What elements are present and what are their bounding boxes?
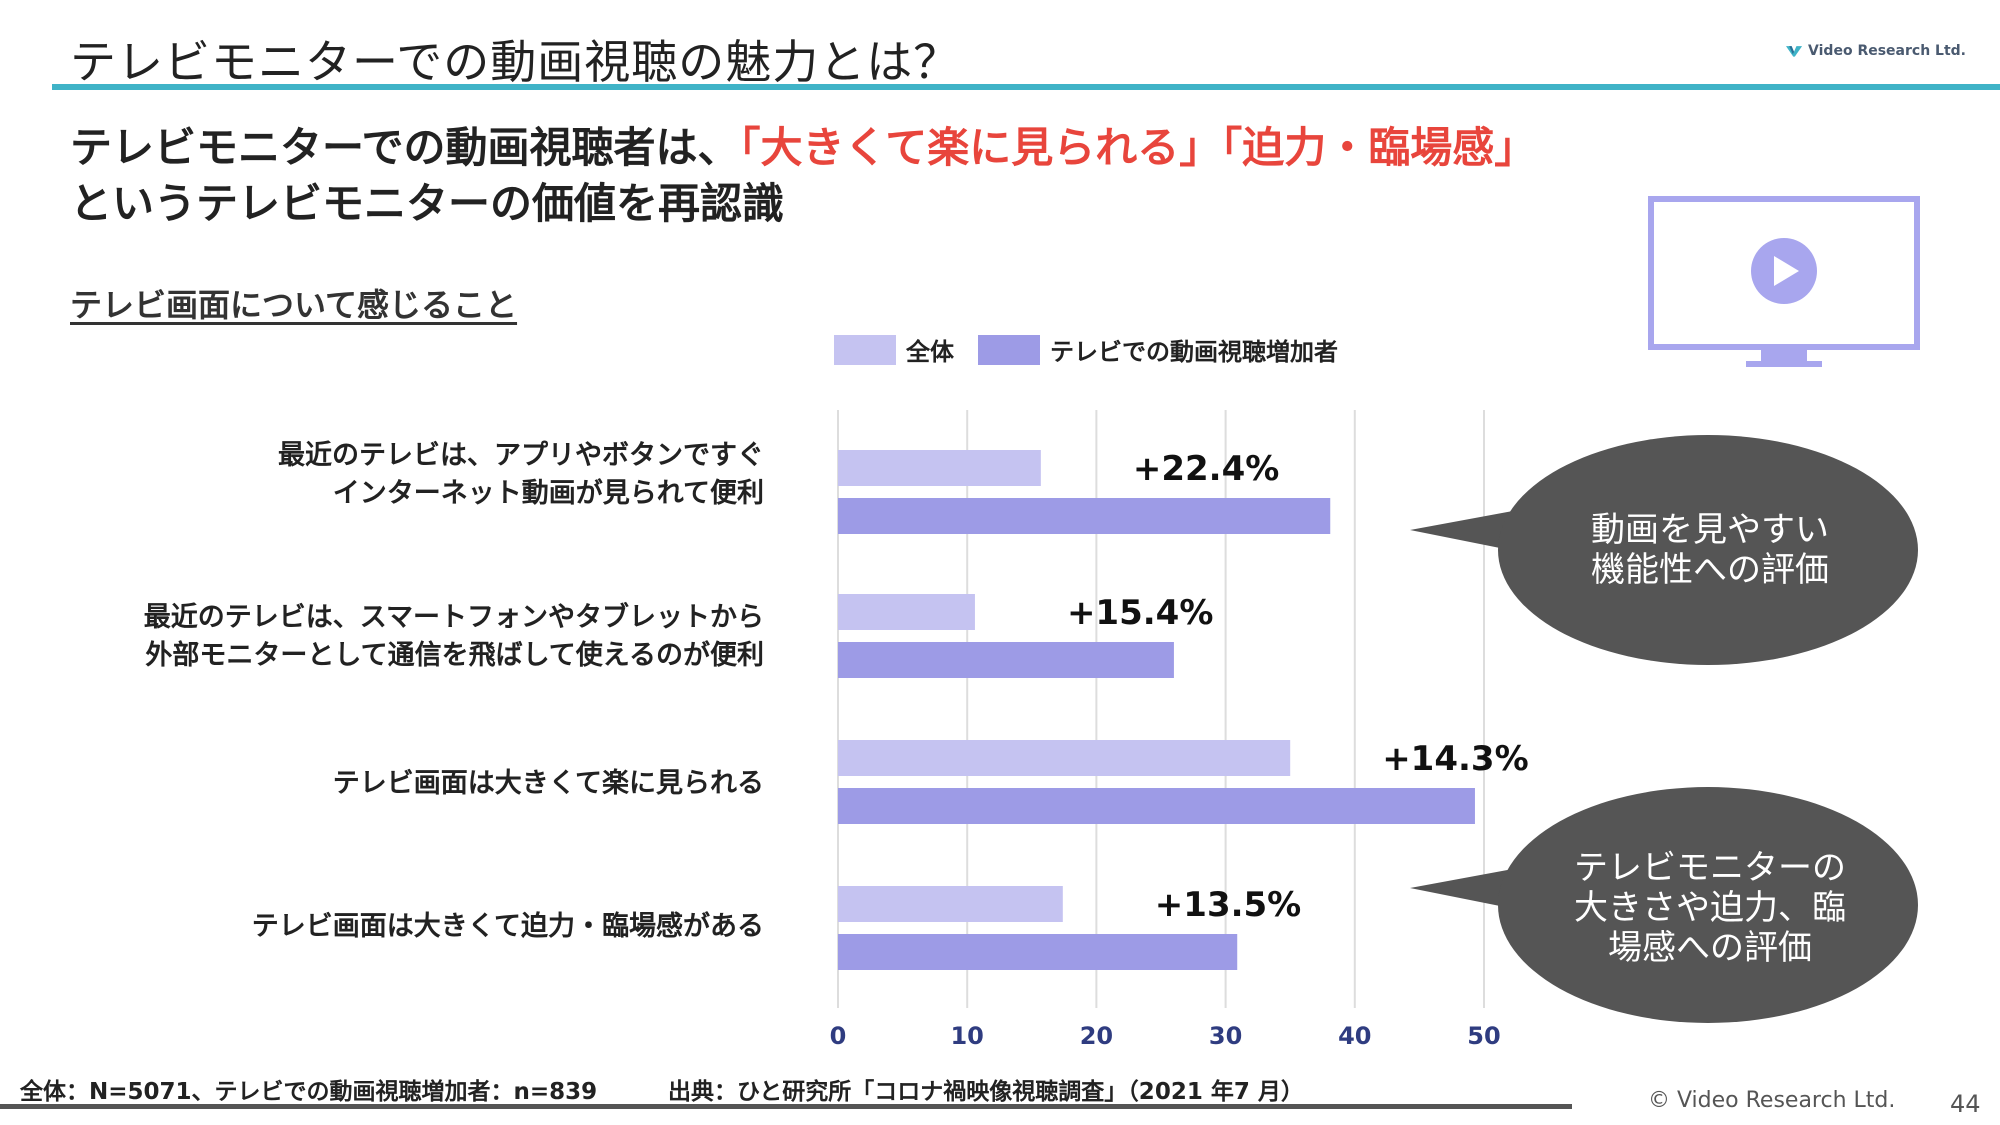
category-label-1: 最近のテレビは、アプリやボタンですぐ インターネット動画が見られて便利 (278, 437, 764, 513)
speech-bubble-2-text: テレビモニターの 大きさや迫力、臨 場感への評価 (1500, 848, 1920, 968)
x-tick-label-40: 40 (1338, 1022, 1371, 1050)
delta-label-2: +15.4% (1067, 593, 1213, 633)
legend-label-increase: テレビでの動画視聴増加者 (1050, 338, 1338, 366)
bar-all-2 (838, 594, 975, 630)
delta-label-3: +14.3% (1382, 739, 1528, 779)
headline-highlight: 「大きくて楽に見られる」「迫力・臨場感」 (739, 123, 1537, 172)
headline-line-1: テレビモニターでの動画視聴者は、「大きくて楽に見られる」「迫力・臨場感」 (70, 120, 1536, 176)
legend-swatch-increase (978, 334, 1040, 365)
bubble-1-line-1: 動画を見やすい (1591, 510, 1829, 550)
logo-text: Video Research Ltd. (1808, 43, 1966, 59)
headline-prefix: テレビモニターでの動画視聴者は、 (70, 123, 740, 172)
company-logo: Video Research Ltd. (1786, 36, 1966, 66)
bubble-1-line-2: 機能性への評価 (1591, 550, 1829, 590)
source-note: 出典：ひと研究所「コロナ禍映像視聴調査」（2021 年7 月） (668, 1079, 1304, 1105)
chart-legend: 全体 テレビでの動画視聴増加者 (834, 332, 1362, 367)
category-label-3-line-1: テレビ画面は大きくて楽に見られる (332, 768, 764, 799)
headline: テレビモニターでの動画視聴者は、「大きくて楽に見られる」「迫力・臨場感」 という… (70, 120, 1536, 232)
headline-line-2: というテレビモニターの価値を再認識 (70, 179, 785, 228)
footer-rule (0, 1104, 1572, 1109)
bubble-2-line-1: テレビモニターの (1574, 848, 1846, 888)
bar-increase-4 (838, 934, 1238, 970)
tv-monitor-icon (1648, 196, 1920, 367)
delta-label-4: +13.5% (1155, 885, 1301, 925)
bar-increase-2 (838, 642, 1174, 678)
page-number: 44 (1950, 1090, 1981, 1118)
bar-all-1 (838, 450, 1041, 486)
bar-increase-3 (838, 788, 1475, 824)
category-label-1-line-2: インターネット動画が見られて便利 (332, 478, 764, 509)
x-tick-label-10: 10 (950, 1022, 983, 1050)
delta-label-1: +22.4% (1133, 449, 1279, 489)
bar-all-4 (838, 886, 1063, 922)
bar-all-3 (838, 740, 1291, 776)
section-heading: テレビ画面について感じること (70, 286, 518, 324)
bubble-2-line-2: 大きさや迫力、臨 (1574, 888, 1846, 928)
x-tick-label-0: 0 (830, 1022, 847, 1050)
category-label-2-line-1: 最近のテレビは、スマートフォンやタブレットから (143, 602, 764, 633)
title-underline (52, 84, 2000, 90)
bubble-2-line-3: 場感への評価 (1608, 928, 1812, 968)
speech-bubble-1-text: 動画を見やすい 機能性への評価 (1500, 510, 1920, 590)
x-tick-label-30: 30 (1209, 1022, 1242, 1050)
copyright: © Video Research Ltd. (1648, 1088, 1896, 1113)
category-label-2: 最近のテレビは、スマートフォンやタブレットから 外部モニターとして通信を飛ばして… (144, 599, 764, 675)
legend-item-increase: テレビでの動画視聴増加者 (978, 332, 1338, 367)
legend-swatch-all (834, 334, 896, 365)
category-label-2-line-2: 外部モニターとして通信を飛ばして使えるのが便利 (145, 640, 764, 671)
category-label-3: テレビ画面は大きくて楽に見られる (333, 765, 764, 803)
page-title: テレビモニターでの動画視聴の魅力とは？ (70, 35, 961, 89)
x-tick-label-50: 50 (1467, 1022, 1500, 1050)
bar-increase-1 (838, 498, 1331, 534)
category-label-4-line-1: テレビ画面は大きくて迫力・臨場感がある (251, 911, 764, 942)
legend-item-all: 全体 (834, 332, 954, 367)
sample-size-note: 全体：N=5071、テレビでの動画視聴増加者：n=839 (20, 1079, 598, 1105)
legend-label-all: 全体 (906, 338, 954, 366)
x-tick-label-20: 20 (1080, 1022, 1113, 1050)
category-label-4: テレビ画面は大きくて迫力・臨場感がある (252, 908, 764, 946)
vr-logo-icon (1786, 46, 1803, 57)
category-label-1-line-1: 最近のテレビは、アプリやボタンですぐ (278, 440, 764, 471)
